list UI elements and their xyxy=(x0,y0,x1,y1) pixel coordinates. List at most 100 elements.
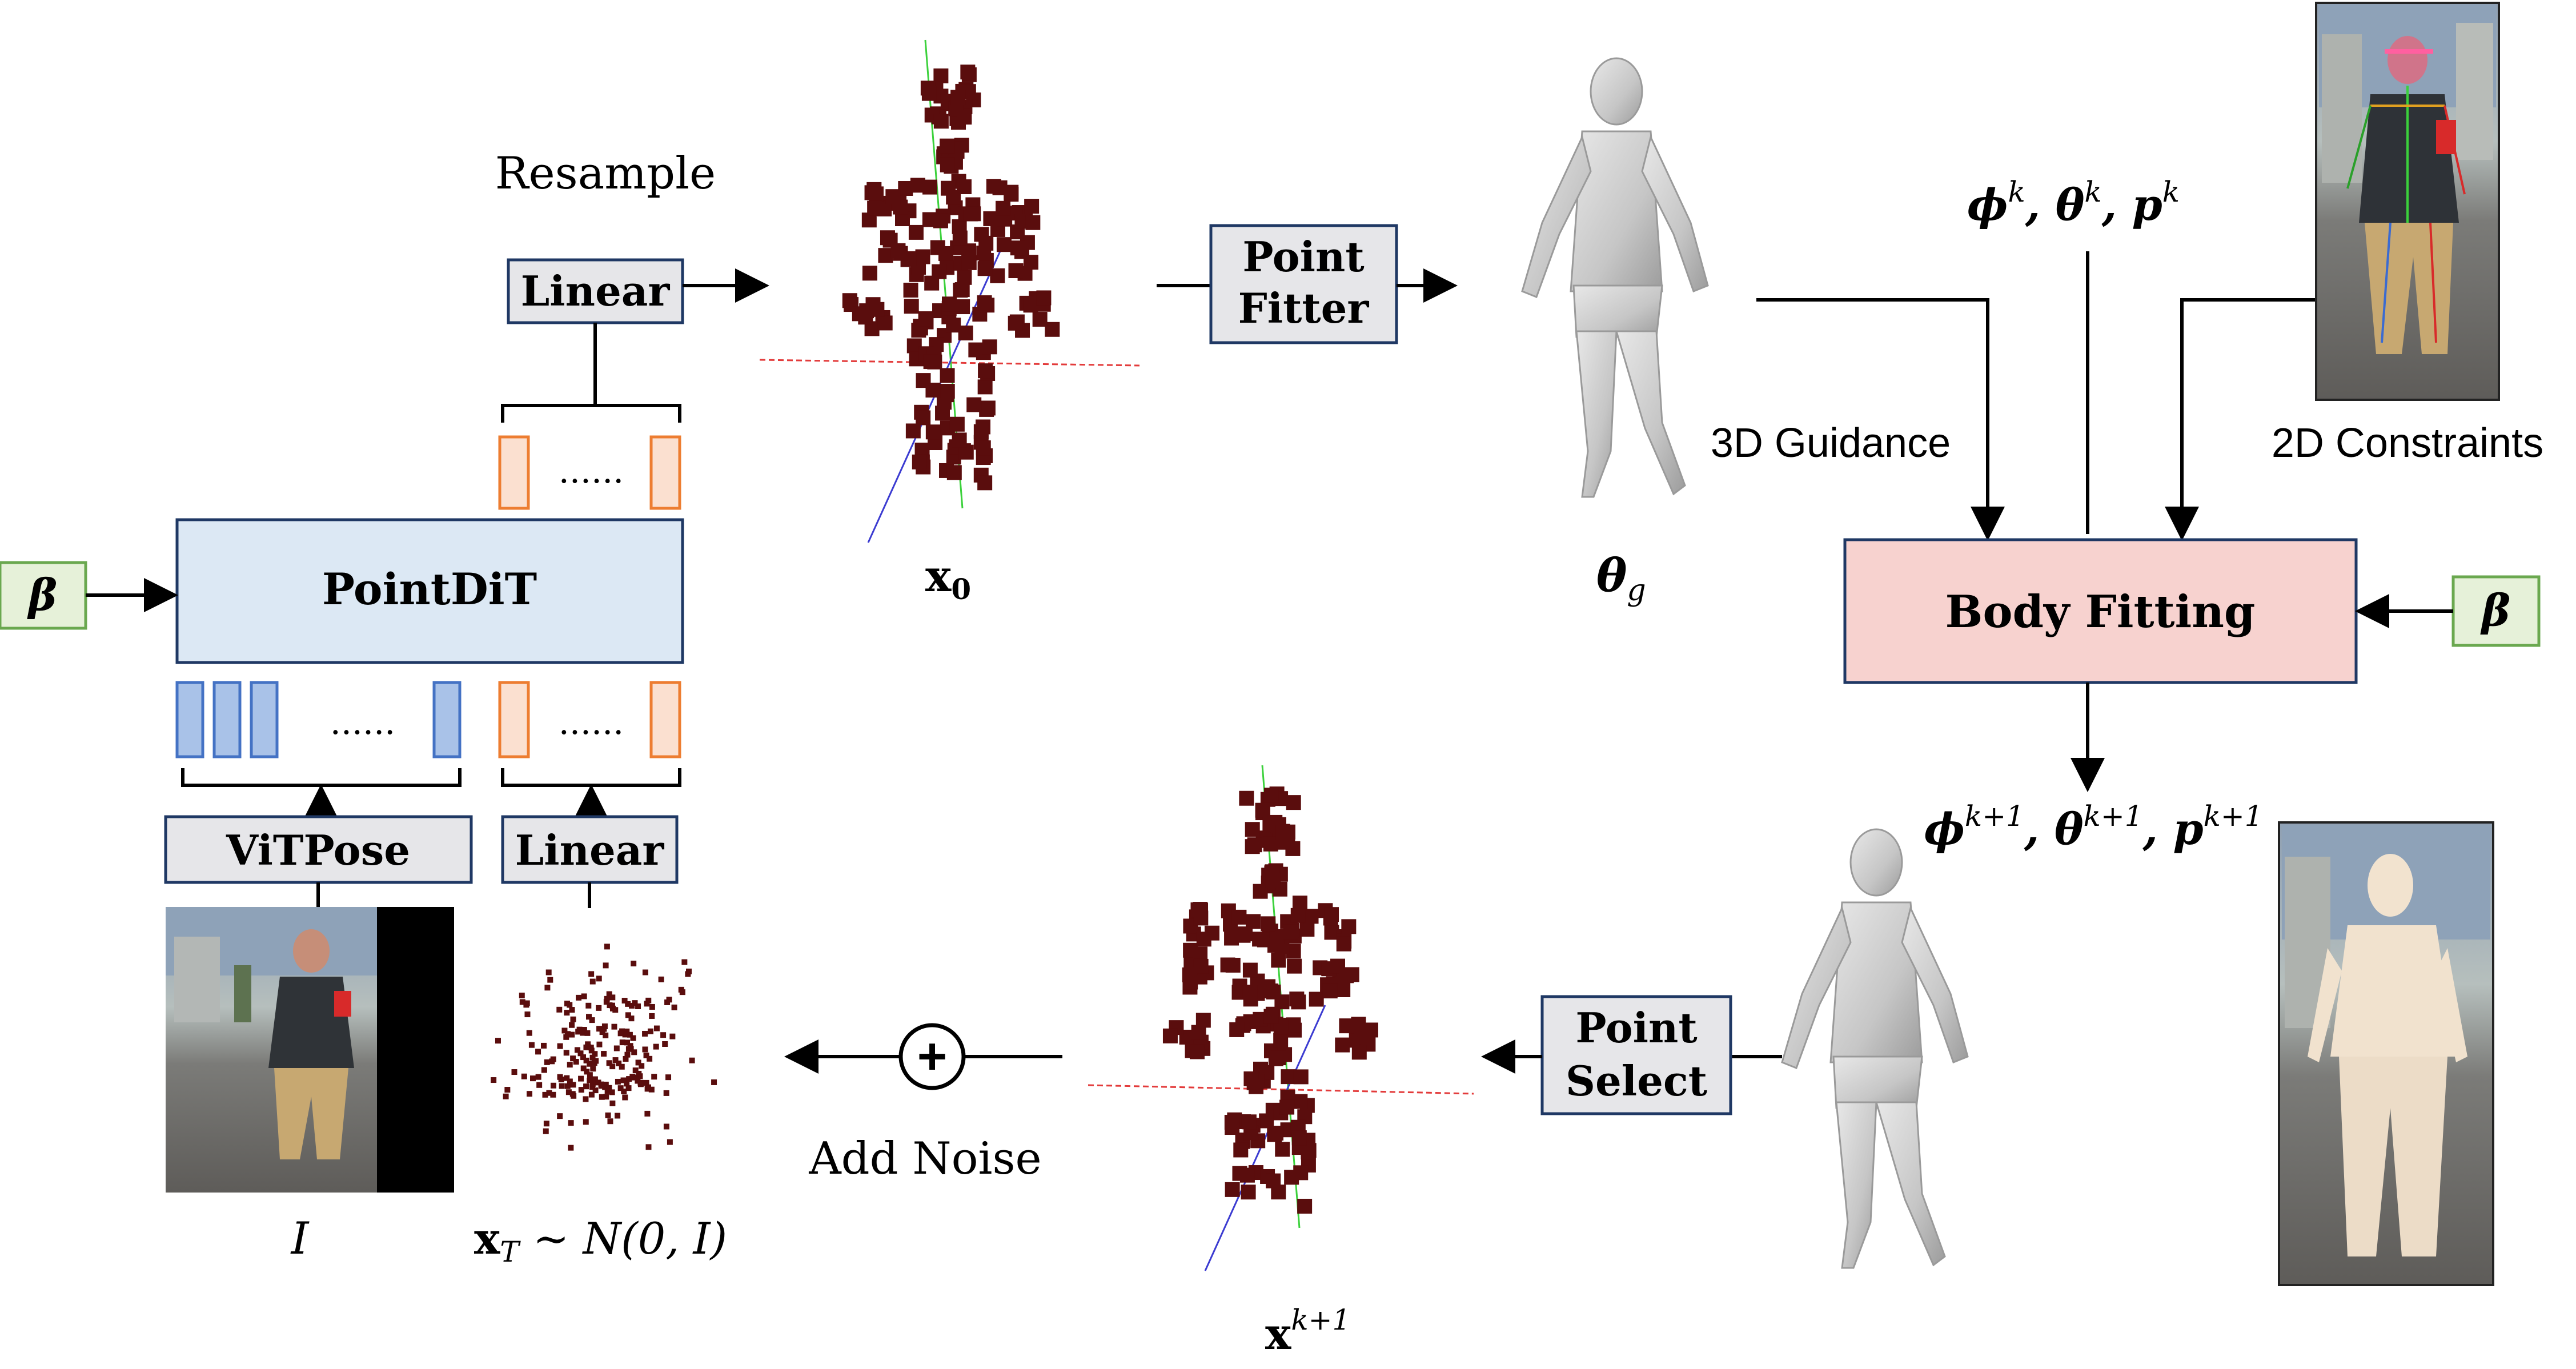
noise-point xyxy=(635,1078,641,1084)
noise-point xyxy=(588,971,595,977)
noise-point xyxy=(589,1054,596,1061)
point-select-line1: Point xyxy=(1575,1003,1697,1052)
noise-point xyxy=(662,1041,668,1047)
noise-point xyxy=(649,1013,655,1019)
noise-point xyxy=(616,1060,622,1066)
noise-point xyxy=(570,1055,576,1062)
noise-point xyxy=(603,1094,609,1100)
noise-point xyxy=(617,1085,624,1091)
noise-point xyxy=(583,1096,589,1102)
noise-point xyxy=(570,1016,576,1022)
noise-point xyxy=(577,1050,584,1057)
noise-point xyxy=(711,1079,717,1085)
point xyxy=(904,299,919,314)
point xyxy=(940,368,955,383)
noise-point xyxy=(681,959,688,965)
point xyxy=(933,68,949,83)
noise-point xyxy=(545,969,552,975)
point xyxy=(908,224,924,240)
noise-point xyxy=(574,1047,580,1053)
point xyxy=(1263,1009,1279,1024)
noise-point xyxy=(621,1089,627,1095)
noise-point xyxy=(578,1087,584,1093)
point xyxy=(1285,841,1301,856)
noise-point xyxy=(580,1054,587,1061)
mesh-part xyxy=(1901,905,1969,1063)
point xyxy=(1263,788,1279,803)
point xyxy=(952,230,968,246)
params-k-label: ϕk, θk, pk xyxy=(1967,175,2180,230)
noise-point xyxy=(617,1030,624,1037)
x0-label: x0 xyxy=(925,551,971,606)
point xyxy=(1287,958,1302,974)
point xyxy=(961,67,977,82)
point xyxy=(977,295,992,311)
linear-top-box xyxy=(507,258,684,324)
noise-point xyxy=(567,1002,573,1008)
noise-point xyxy=(642,969,648,975)
point xyxy=(877,315,893,331)
noise-point xyxy=(619,1063,625,1070)
mesh-part xyxy=(1615,330,1686,496)
xk1-base: x xyxy=(1265,1308,1291,1359)
params-k-sup1: k xyxy=(2008,175,2025,208)
point xyxy=(923,354,938,370)
point xyxy=(1322,983,1338,999)
noise-point xyxy=(663,1090,669,1096)
noise-point xyxy=(557,1074,563,1080)
point xyxy=(996,200,1011,216)
token-blue-1 xyxy=(175,681,204,758)
noise-point xyxy=(588,1091,595,1098)
params-k-phi: ϕ xyxy=(1967,179,2008,230)
noise-point xyxy=(644,1001,650,1007)
noise-point xyxy=(636,1070,642,1077)
noise-point xyxy=(596,1026,603,1032)
point xyxy=(1239,790,1254,806)
point xyxy=(958,326,973,341)
noise-point xyxy=(561,1027,568,1034)
noise-point xyxy=(524,1011,531,1018)
noise-point xyxy=(589,1017,595,1023)
point xyxy=(1286,1017,1301,1033)
noise-point xyxy=(651,1074,657,1080)
noise-point xyxy=(567,1078,573,1085)
mesh-part xyxy=(1575,330,1618,498)
xT-sub: T xyxy=(500,1235,521,1268)
point xyxy=(1233,1142,1249,1158)
noise-point xyxy=(604,995,610,1002)
noise-point xyxy=(526,1030,532,1036)
mesh-k1 xyxy=(1781,828,1969,1269)
noise-point xyxy=(620,1077,627,1083)
noise-point xyxy=(592,1087,599,1094)
noise-point xyxy=(629,1074,636,1080)
noise-point xyxy=(521,1073,527,1079)
point xyxy=(1324,907,1339,922)
noise-point xyxy=(568,1145,574,1151)
beta-right-box xyxy=(2451,575,2541,647)
point xyxy=(1225,1182,1240,1197)
noise-point xyxy=(569,1022,575,1028)
noise-point xyxy=(642,1030,648,1037)
noise-point xyxy=(644,1110,651,1117)
xk1-label: xk+1 xyxy=(1265,1303,1350,1359)
noise-point xyxy=(535,1049,541,1055)
noise-point xyxy=(567,1062,573,1068)
point xyxy=(1238,926,1253,942)
noise-point xyxy=(530,1075,536,1082)
add-noise-label: Add Noise xyxy=(808,1133,1041,1185)
point xyxy=(1036,290,1052,306)
noise-point xyxy=(589,1081,596,1087)
point xyxy=(978,363,993,379)
noise-point xyxy=(589,978,596,985)
mesh-part xyxy=(1590,57,1643,126)
xT-rest: ∼ N(0, I) xyxy=(519,1213,728,1264)
noise-point xyxy=(603,962,609,969)
point xyxy=(1336,936,1351,952)
noise-point xyxy=(541,1067,547,1073)
point xyxy=(932,264,947,279)
point xyxy=(973,424,989,439)
noise-point xyxy=(556,1006,563,1013)
noise-point xyxy=(632,1067,639,1074)
mesh-part xyxy=(1781,905,1852,1069)
